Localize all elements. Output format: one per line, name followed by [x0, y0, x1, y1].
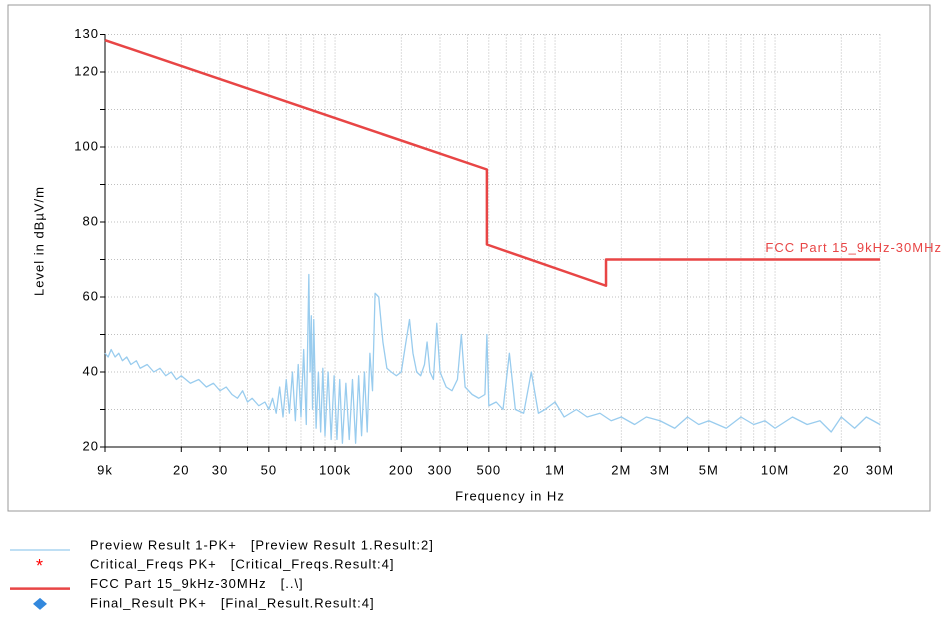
- x-tick-label: 5M: [699, 462, 719, 477]
- x-tick-label: 200: [389, 462, 414, 477]
- limit-annotation: FCC Part 15_9kHz-30MHz: [765, 240, 942, 255]
- data-line: [104, 38, 880, 287]
- x-tick-label: 30M: [866, 462, 894, 477]
- x-tick-label: 9k: [97, 462, 113, 477]
- x-tick-label: 50: [261, 462, 277, 477]
- legend-source: [..\]: [281, 576, 304, 591]
- chart-frame: [7, 4, 931, 512]
- x-tick-label: 30: [212, 462, 228, 477]
- y-tick-label: 40: [83, 363, 99, 378]
- legend-source: [Preview Result 1.Result:2]: [251, 537, 434, 552]
- y-tick-label: 120: [74, 63, 99, 78]
- x-axis-label: Frequency in Hz: [455, 488, 565, 503]
- legend-source: [Critical_Freqs.Result:4]: [231, 557, 395, 572]
- legend-label: FCC Part 15_9kHz-30MHz: [90, 576, 267, 591]
- x-tick-label: 100k: [319, 462, 351, 477]
- legend-label: Final_Result PK+: [90, 595, 207, 610]
- y-axis-label: Level in dBµV/m: [31, 186, 46, 296]
- x-tick-label: 20: [173, 462, 189, 477]
- legend-label: Preview Result 1-PK+: [90, 537, 237, 552]
- data-line: [104, 273, 881, 444]
- y-tick-label: 80: [83, 213, 99, 228]
- legend-source: [Final_Result.Result:4]: [221, 595, 375, 610]
- y-tick-label: 130: [74, 26, 99, 41]
- legend-symbol: *: [36, 556, 44, 576]
- legend-label: Critical_Freqs PK+: [90, 557, 217, 572]
- x-tick-label: 3M: [650, 462, 670, 477]
- y-tick-label: 100: [74, 138, 99, 153]
- x-tick-label: 1M: [545, 462, 565, 477]
- x-tick-label: 10M: [761, 462, 789, 477]
- x-tick-label: 20: [833, 462, 849, 477]
- y-tick-label: 20: [83, 438, 99, 453]
- legend-symbol: [33, 597, 47, 610]
- x-tick-label: 300: [428, 462, 453, 477]
- x-tick-label: 2M: [611, 462, 631, 477]
- x-tick-label: 500: [476, 462, 501, 477]
- y-tick-label: 60: [83, 288, 99, 303]
